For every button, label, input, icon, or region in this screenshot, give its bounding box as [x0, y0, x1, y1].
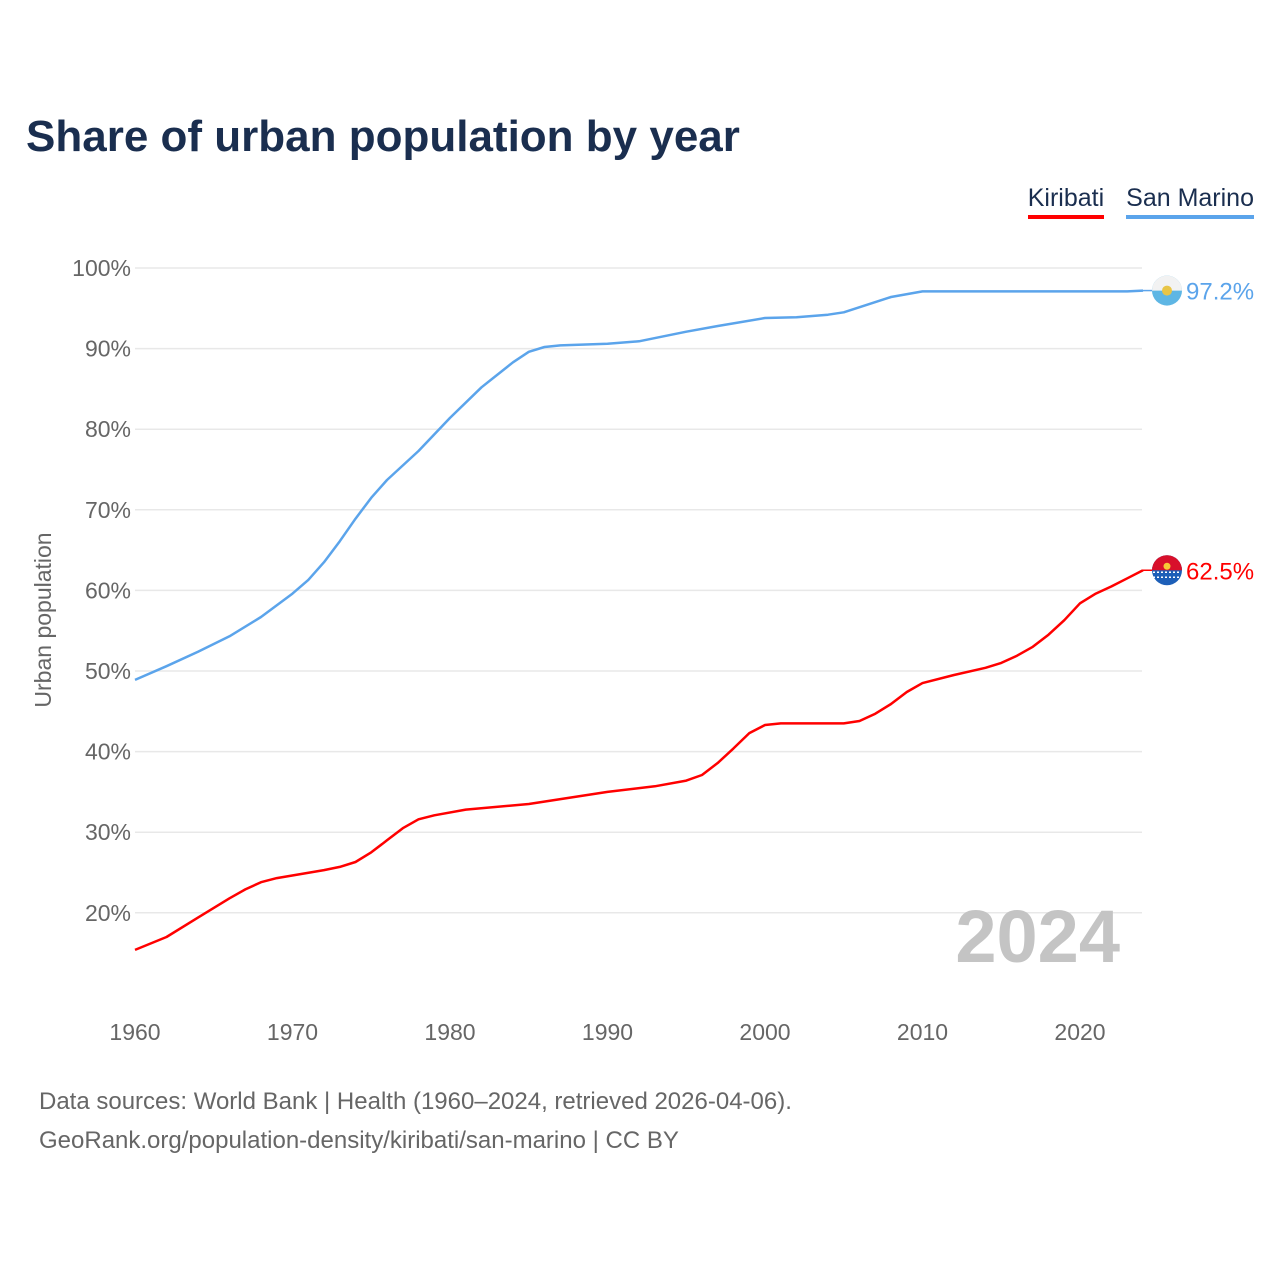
- y-tick-label: 70%: [85, 497, 131, 523]
- chart-title: Share of urban population by year: [26, 112, 740, 161]
- san-marino-flag-emblem: [1162, 285, 1172, 296]
- y-axis-label: Urban population: [30, 532, 56, 707]
- x-tick-label: 2010: [897, 1019, 948, 1045]
- x-tick-label: 1970: [267, 1019, 318, 1045]
- y-tick-label: 90%: [85, 336, 131, 362]
- footer-source: Data sources: World Bank | Health (1960–…: [39, 1088, 792, 1115]
- san-marino-flag-white: [1152, 275, 1182, 291]
- y-tick-label: 100%: [72, 255, 131, 281]
- y-tick-label: 40%: [85, 739, 131, 765]
- y-tick-label: 50%: [85, 658, 131, 684]
- y-tick-label: 20%: [85, 900, 131, 926]
- legend-item-san-marino[interactable]: San Marino: [1126, 184, 1254, 219]
- legend-item-kiribati[interactable]: Kiribati: [1027, 184, 1105, 219]
- x-tick-label: 2000: [739, 1019, 790, 1045]
- y-tick-label: 80%: [85, 416, 131, 442]
- x-tick-label: 2020: [1054, 1019, 1105, 1045]
- x-tick-label: 1990: [582, 1019, 633, 1045]
- end-value-label: 62.5%: [1186, 558, 1254, 585]
- legend: Kiribati San Marino: [1027, 184, 1254, 219]
- footer-url[interactable]: GeoRank.org/population-density/kiribati/…: [39, 1127, 679, 1154]
- series-line-san-marino: [134, 289, 1144, 682]
- x-tick-label: 1960: [109, 1019, 160, 1045]
- x-tick-label: 1980: [424, 1019, 475, 1045]
- y-tick-label: 60%: [85, 577, 131, 603]
- y-tick-label: 30%: [85, 819, 131, 845]
- end-value-label: 97.2%: [1186, 279, 1254, 306]
- kiribati-flag-sun: [1163, 562, 1171, 570]
- year-watermark: 2024: [955, 895, 1120, 978]
- series-line-kiribati: [134, 569, 1144, 952]
